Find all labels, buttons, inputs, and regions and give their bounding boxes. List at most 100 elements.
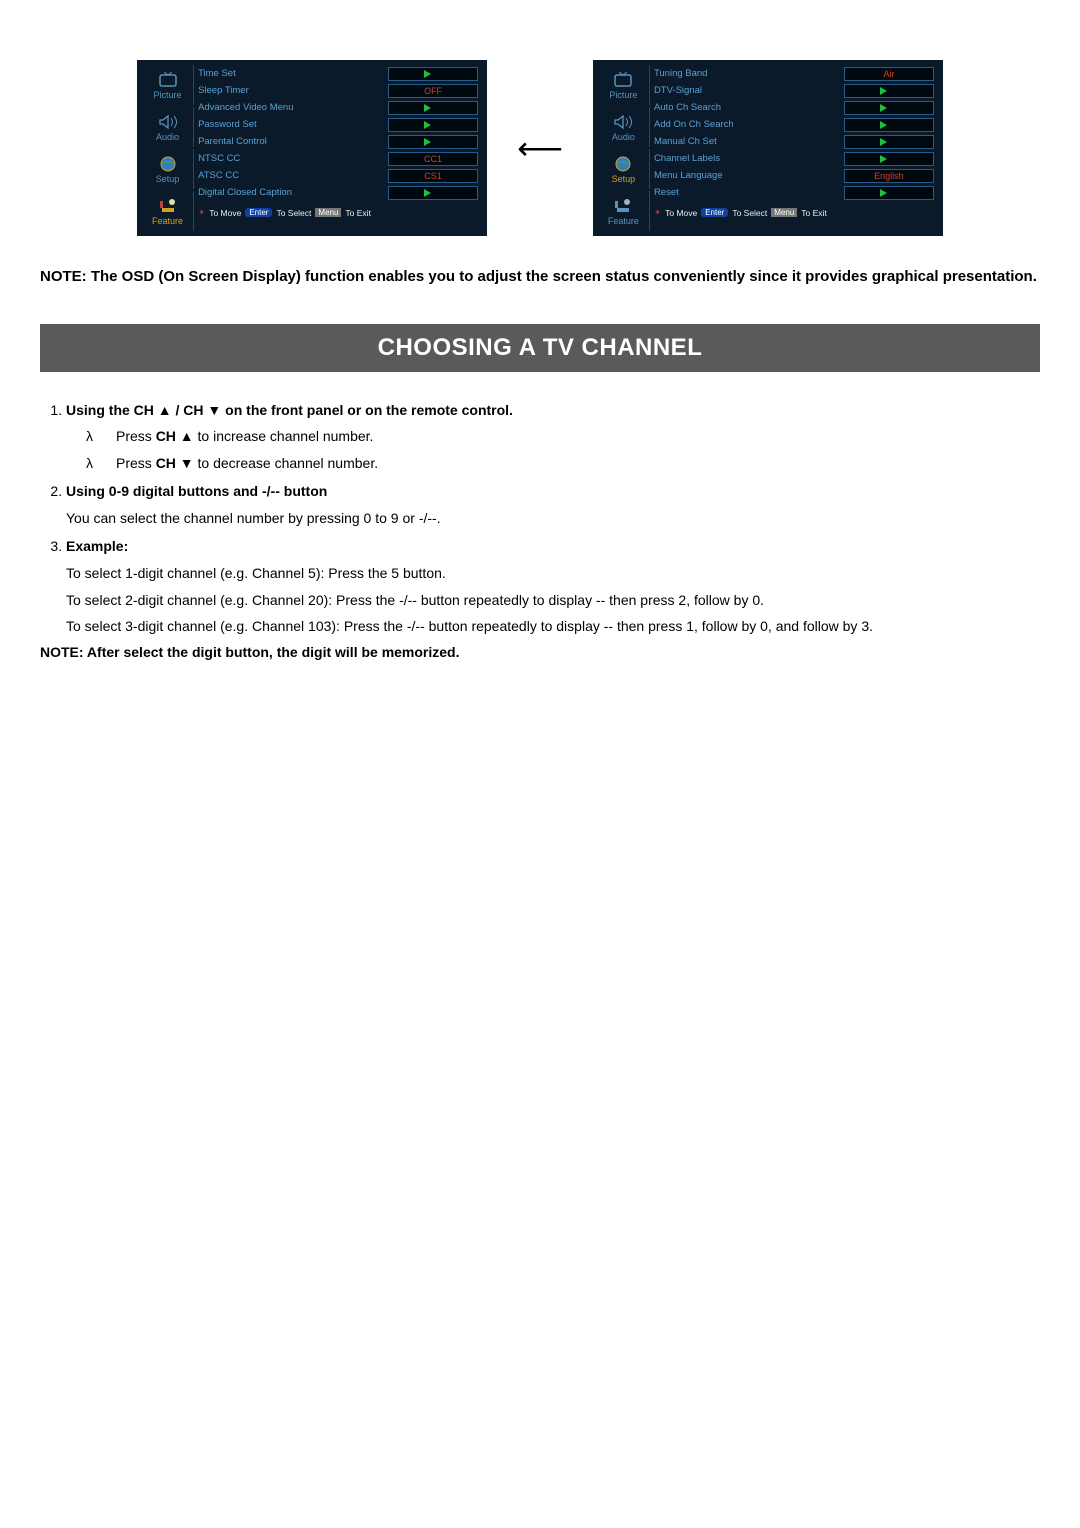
tools-icon — [611, 196, 635, 216]
play-arrow-icon — [424, 121, 431, 129]
osd-sidebar: Picture Audio Setup Feature — [598, 65, 650, 231]
speaker-icon — [611, 112, 635, 132]
item-label: DTV-Signal — [654, 85, 844, 96]
osd-note: NOTE: The OSD (On Screen Display) functi… — [40, 266, 1040, 289]
tab-label: Setup — [612, 174, 636, 184]
item-value — [388, 118, 478, 132]
osd-content: Tuning BandAir DTV-Signal Auto Ch Search… — [650, 65, 938, 231]
play-arrow-icon — [424, 104, 431, 112]
tab-label: Picture — [609, 90, 637, 100]
item-value — [388, 186, 478, 200]
item-value: CC1 — [388, 152, 478, 166]
osd-sidebar: Picture Audio Setup Feature — [142, 65, 194, 231]
footer-enter: Enter — [245, 208, 272, 217]
play-arrow-icon — [880, 104, 887, 112]
instruction-list: Using the CH ▲ / CH ▼ on the front panel… — [40, 397, 1040, 640]
speaker-icon — [156, 112, 180, 132]
sub-item: Press CH ▼ to decrease channel number. — [86, 450, 1040, 477]
osd-item: ATSC CCCS1 — [198, 167, 478, 184]
osd-tab-picture: Picture — [598, 65, 650, 105]
section-header: CHOOSING A TV CHANNEL — [40, 324, 1040, 372]
osd-item: Advanced Video Menu — [198, 99, 478, 116]
sub-item: Press CH ▲ to increase channel number. — [86, 423, 1040, 450]
osd-item: Parental Control — [198, 133, 478, 150]
osd-tab-picture: Picture — [142, 65, 194, 105]
play-arrow-icon — [880, 121, 887, 129]
arrow-left-icon: ⟵ — [517, 129, 563, 167]
dpad-icon: ✦ — [198, 207, 205, 218]
osd-item: Channel Labels — [654, 150, 934, 167]
item-label: Digital Closed Caption — [198, 187, 388, 198]
osd-item: Reset — [654, 184, 934, 201]
tab-label: Setup — [156, 174, 180, 184]
osd-item: NTSC CCCC1 — [198, 150, 478, 167]
item-value — [844, 84, 934, 98]
item-value — [844, 152, 934, 166]
osd-tab-setup: Setup — [142, 149, 194, 189]
play-arrow-icon — [880, 87, 887, 95]
item-value: English — [844, 169, 934, 183]
osd-item: DTV-Signal — [654, 82, 934, 99]
osd-tab-audio: Audio — [142, 107, 194, 147]
tv-icon — [611, 70, 635, 90]
footer-menu: Menu — [315, 208, 341, 217]
item-label: Channel Labels — [654, 153, 844, 164]
osd-tab-feature: Feature — [142, 191, 194, 231]
osd-item: Menu LanguageEnglish — [654, 167, 934, 184]
tab-label: Feature — [152, 216, 183, 226]
item-value — [844, 101, 934, 115]
item-label: Sleep Timer — [198, 85, 388, 96]
footer-enter: Enter — [701, 208, 728, 217]
item-value — [388, 67, 478, 81]
dpad-icon: ✦ — [654, 207, 661, 218]
item-label: Menu Language — [654, 170, 844, 181]
osd-item: Sleep TimerOFF — [198, 82, 478, 99]
sub-list: Press CH ▲ to increase channel number. P… — [66, 423, 1040, 476]
play-arrow-icon — [880, 138, 887, 146]
tab-label: Audio — [156, 132, 179, 142]
list-item-1: Using the CH ▲ / CH ▼ on the front panel… — [66, 397, 1040, 477]
globe-icon — [611, 154, 635, 174]
item-label: Time Set — [198, 68, 388, 79]
play-arrow-icon — [424, 138, 431, 146]
item-body: You can select the channel number by pre… — [66, 505, 1040, 532]
footer-exit: To Exit — [801, 208, 827, 218]
item-label: Reset — [654, 187, 844, 198]
osd-panel-feature: Picture Audio Setup Feature Time Set Sle… — [137, 60, 487, 236]
item-title: Using 0-9 digital buttons and -/-- butto… — [66, 483, 327, 499]
item-label: Password Set — [198, 119, 388, 130]
osd-item: Digital Closed Caption — [198, 184, 478, 201]
item-label: Auto Ch Search — [654, 102, 844, 113]
osd-content: Time Set Sleep TimerOFF Advanced Video M… — [194, 65, 482, 231]
item-label: Add On Ch Search — [654, 119, 844, 130]
item-value — [388, 135, 478, 149]
osd-item: Time Set — [198, 65, 478, 82]
list-item-2: Using 0-9 digital buttons and -/-- butto… — [66, 478, 1040, 531]
footer-select: To Select — [276, 208, 311, 218]
item-label: Manual Ch Set — [654, 136, 844, 147]
memorize-note: NOTE: After select the digit button, the… — [40, 644, 1040, 660]
item-title: Using the CH ▲ / CH ▼ on the front panel… — [66, 402, 513, 418]
item-value: Air — [844, 67, 934, 81]
item-label: NTSC CC — [198, 153, 388, 164]
footer-select: To Select — [732, 208, 767, 218]
example-line: To select 1-digit channel (e.g. Channel … — [66, 560, 1040, 587]
footer-move: To Move — [209, 208, 241, 218]
play-arrow-icon — [880, 189, 887, 197]
osd-tab-audio: Audio — [598, 107, 650, 147]
osd-tab-feature: Feature — [598, 191, 650, 231]
tab-label: Picture — [154, 90, 182, 100]
footer-move: To Move — [665, 208, 697, 218]
list-item-3: Example: To select 1-digit channel (e.g.… — [66, 533, 1040, 639]
osd-item: Password Set — [198, 116, 478, 133]
item-value — [844, 118, 934, 132]
item-label: Parental Control — [198, 136, 388, 147]
globe-icon — [156, 154, 180, 174]
play-arrow-icon — [424, 70, 431, 78]
tv-icon — [156, 70, 180, 90]
item-value — [844, 186, 934, 200]
item-label: Tuning Band — [654, 68, 844, 79]
osd-footer: ✦ To Move Enter To Select Menu To Exit — [198, 207, 478, 218]
tools-icon — [156, 196, 180, 216]
item-label: ATSC CC — [198, 170, 388, 181]
